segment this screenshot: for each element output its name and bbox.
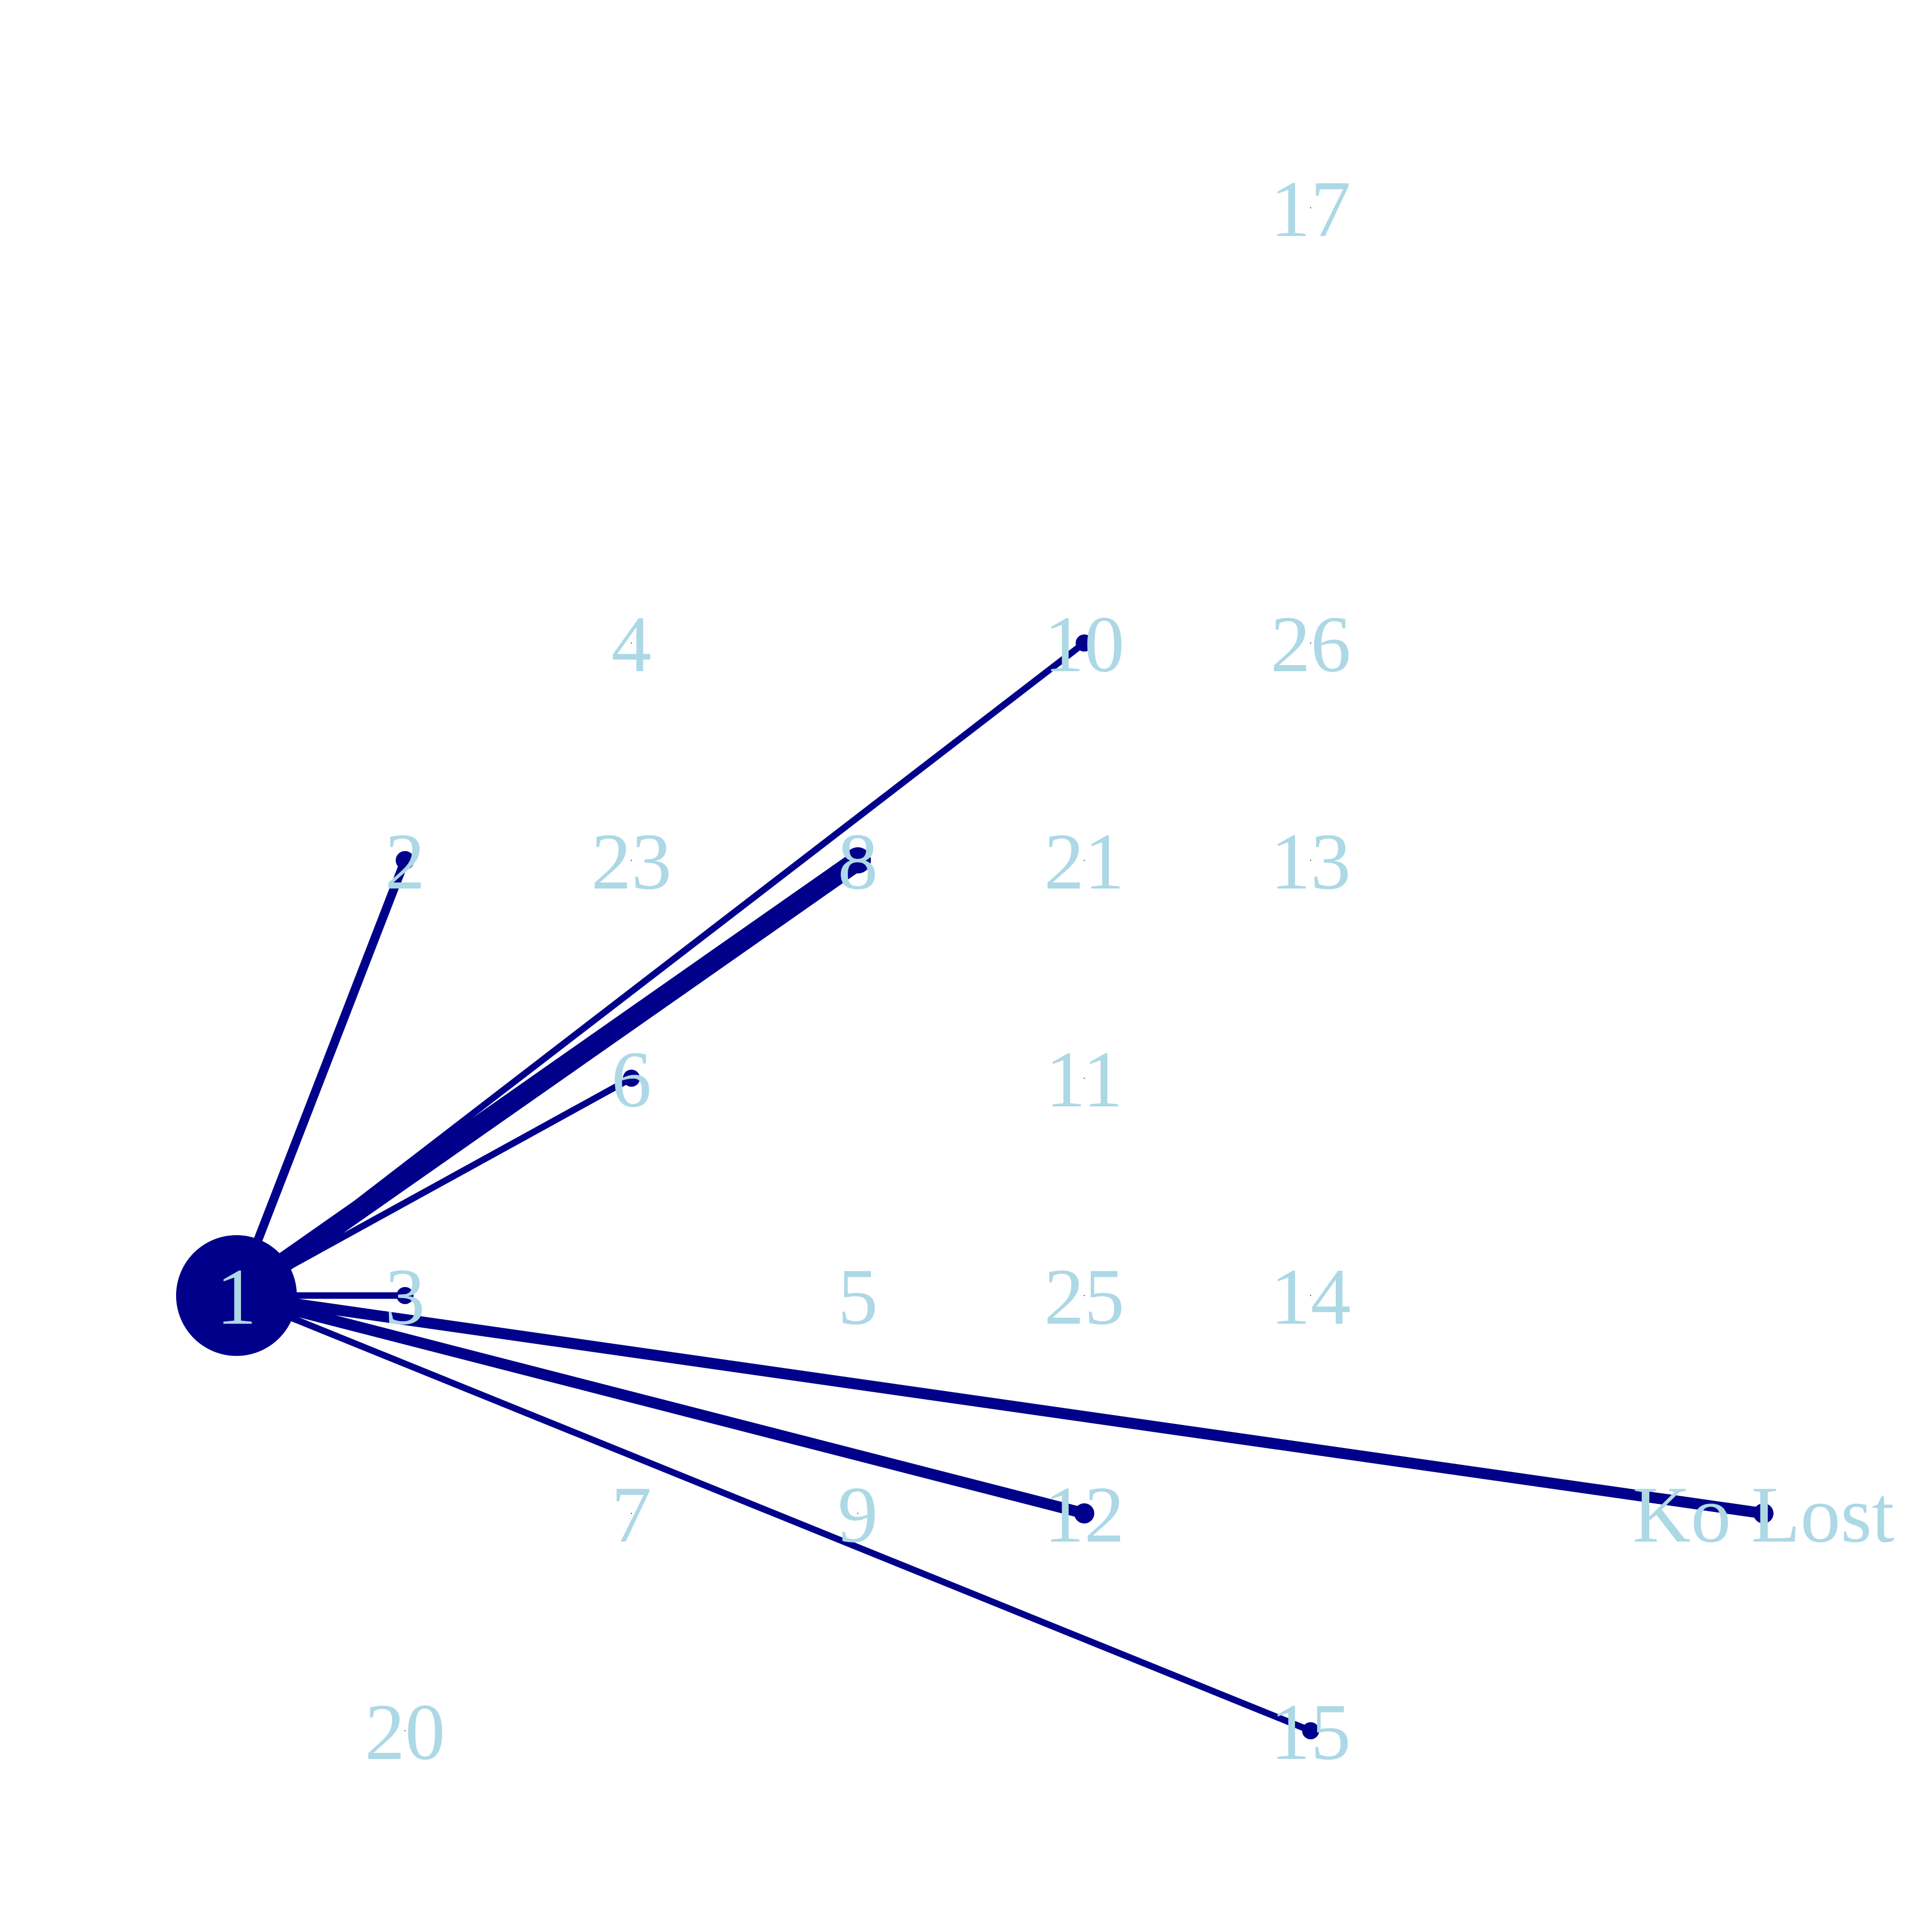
node-4[interactable] bbox=[631, 642, 632, 643]
node-10[interactable] bbox=[1076, 634, 1093, 652]
node-label-23: 23 bbox=[591, 817, 672, 906]
node-15[interactable] bbox=[1302, 1722, 1319, 1739]
node-label-26: 26 bbox=[1270, 599, 1351, 689]
edge-1-12 bbox=[231, 1290, 1090, 1519]
edge-1-15 bbox=[233, 1292, 1314, 1734]
edge-1-10 bbox=[233, 639, 1088, 1299]
node-9[interactable] bbox=[857, 1513, 858, 1514]
node-20[interactable] bbox=[405, 1730, 406, 1731]
node-label-2: 2 bbox=[385, 817, 425, 906]
node-2[interactable] bbox=[395, 851, 415, 870]
node-label-12: 12 bbox=[1044, 1470, 1124, 1559]
node-8[interactable] bbox=[845, 847, 871, 873]
node-label-17: 17 bbox=[1270, 164, 1351, 254]
node-label-8: 8 bbox=[838, 817, 878, 906]
node-label-11: 11 bbox=[1045, 1034, 1123, 1124]
edge-1-8 bbox=[226, 850, 868, 1306]
node-5[interactable] bbox=[857, 1295, 858, 1296]
node-26[interactable] bbox=[1310, 642, 1311, 643]
node-label-6: 6 bbox=[611, 1034, 652, 1124]
node-3[interactable] bbox=[396, 1287, 414, 1304]
node-label-9: 9 bbox=[838, 1470, 878, 1559]
node-13[interactable] bbox=[1310, 860, 1311, 861]
edge-1-2 bbox=[232, 856, 410, 1300]
node-label-5: 5 bbox=[838, 1252, 878, 1341]
node-label-20: 20 bbox=[365, 1687, 445, 1777]
node-label-1: 1 bbox=[216, 1252, 257, 1341]
edges-layer bbox=[226, 639, 1769, 1734]
node-label-25: 25 bbox=[1044, 1252, 1124, 1341]
node-25[interactable] bbox=[1084, 1295, 1085, 1296]
node-21[interactable] bbox=[1084, 860, 1085, 861]
node-17[interactable] bbox=[1310, 207, 1311, 208]
node-label-10: 10 bbox=[1044, 599, 1124, 689]
node-label-21: 21 bbox=[1044, 817, 1124, 906]
node-7[interactable] bbox=[631, 1513, 632, 1514]
node-label-7: 7 bbox=[611, 1470, 652, 1559]
node-23[interactable] bbox=[631, 860, 632, 861]
node-12[interactable] bbox=[1074, 1503, 1094, 1523]
node-11[interactable] bbox=[1084, 1078, 1085, 1079]
node-label-ko-lost: Ko Lost bbox=[1633, 1470, 1894, 1559]
node-label-14: 14 bbox=[1270, 1252, 1351, 1341]
node-14[interactable] bbox=[1310, 1295, 1311, 1296]
node-1[interactable] bbox=[176, 1235, 297, 1356]
nodes-layer bbox=[176, 207, 1774, 1739]
edge-1-ko-lost bbox=[231, 1290, 1769, 1519]
node-label-4: 4 bbox=[611, 599, 652, 689]
node-ko-lost[interactable] bbox=[1753, 1503, 1774, 1523]
node-label-13: 13 bbox=[1270, 817, 1351, 906]
node-label-3: 3 bbox=[385, 1252, 425, 1341]
node-label-15: 15 bbox=[1270, 1687, 1351, 1777]
node-6[interactable] bbox=[623, 1070, 640, 1087]
